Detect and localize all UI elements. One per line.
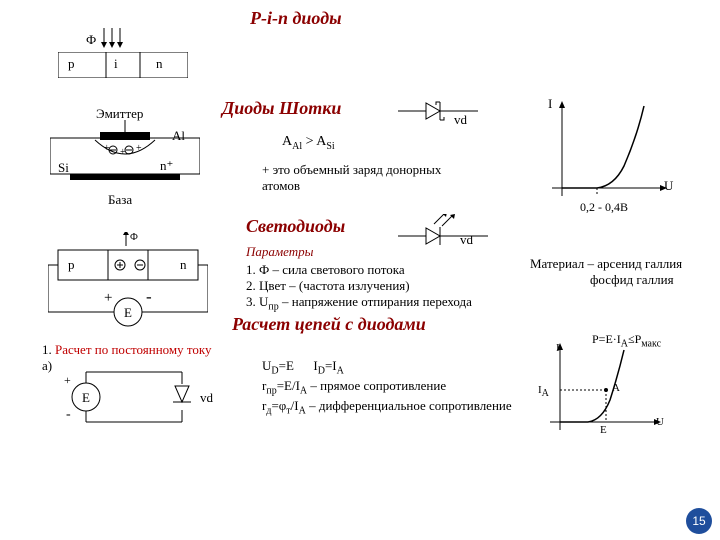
schottky-graph-u: U: [664, 178, 673, 194]
calc-circuit: E + -: [62, 362, 212, 432]
svg-text:+: +: [104, 290, 112, 306]
calc-variant: а): [42, 358, 52, 374]
schottky-iu-graph: [542, 96, 672, 216]
svg-text:n: n: [180, 257, 187, 272]
calc-graph-ia: IA: [538, 384, 549, 399]
schottky-graph-i: I: [548, 96, 552, 112]
svg-text:-: -: [146, 287, 152, 306]
schottky-vd-label: vd: [454, 112, 467, 128]
pin-flux-arrows: [100, 28, 130, 48]
pin-cell-n: n: [156, 56, 163, 72]
led-p2: 2. Цвет – (частота излучения): [246, 278, 410, 294]
schottky-relation: AAl > ASi: [282, 134, 335, 152]
led-material2: фосфид галлия: [590, 272, 674, 288]
schottky-graph-threshold: 0,2 - 0,4В: [580, 200, 628, 215]
schottky-cross-section: + + +: [50, 120, 200, 192]
led-p3: 3. Uпр – напряжение отпирания перехода: [246, 294, 472, 313]
calc-line3: rд=φт/IA – дифференциальное сопротивлени…: [262, 398, 512, 417]
schottky-base-label: База: [108, 192, 132, 208]
pin-cell-p: p: [68, 56, 75, 72]
pin-cell-diagram: [58, 52, 188, 78]
svg-text:-: -: [66, 407, 71, 422]
calc-vd-label: vd: [200, 390, 213, 406]
calc-graph-i: I: [556, 342, 560, 354]
calc-sub-heading: 1. Расчет по постоянному току: [42, 342, 212, 358]
pin-heading: P-i-n диоды: [250, 8, 342, 29]
led-vd-label: vd: [460, 232, 473, 248]
led-pn-diagram: Ф p n E + -: [48, 232, 208, 332]
svg-text:+: +: [64, 373, 71, 387]
schottky-si-label: Si: [58, 160, 69, 176]
calc-graph-u: U: [656, 416, 664, 428]
led-diode-symbol: [398, 214, 488, 248]
led-params-heading: Параметры: [246, 244, 313, 260]
pin-flux-label: Ф: [86, 32, 96, 48]
pin-cell-i: i: [114, 56, 118, 72]
calc-graph-e: E: [600, 424, 607, 436]
svg-text:+: +: [136, 143, 142, 154]
svg-text:Ф: Ф: [130, 232, 138, 243]
svg-text:p: p: [68, 257, 75, 272]
schottky-nplus-label: n⁺: [160, 158, 173, 174]
led-p1: 1. Ф – сила светового потока: [246, 262, 405, 278]
calc-graph-power: P=E·IA≤Pмакс: [592, 332, 661, 349]
schottky-note: + это объемный заряд донорных атомов: [262, 162, 462, 194]
svg-text:E: E: [82, 390, 90, 405]
calc-line1: UD=E ID=IA: [262, 358, 344, 377]
calc-heading: Расчет цепей с диодами: [232, 314, 426, 335]
svg-text:E: E: [124, 305, 132, 320]
schottky-heading: Диоды Шотки: [222, 98, 341, 119]
calc-graph-a: A: [612, 382, 620, 394]
calc-line2: rпр=E/IA – прямое сопротивление: [262, 378, 446, 397]
led-material1: Материал – арсенид галлия: [530, 256, 682, 272]
led-heading: Светодиоды: [246, 216, 345, 237]
page-number-badge: 15: [686, 508, 712, 534]
